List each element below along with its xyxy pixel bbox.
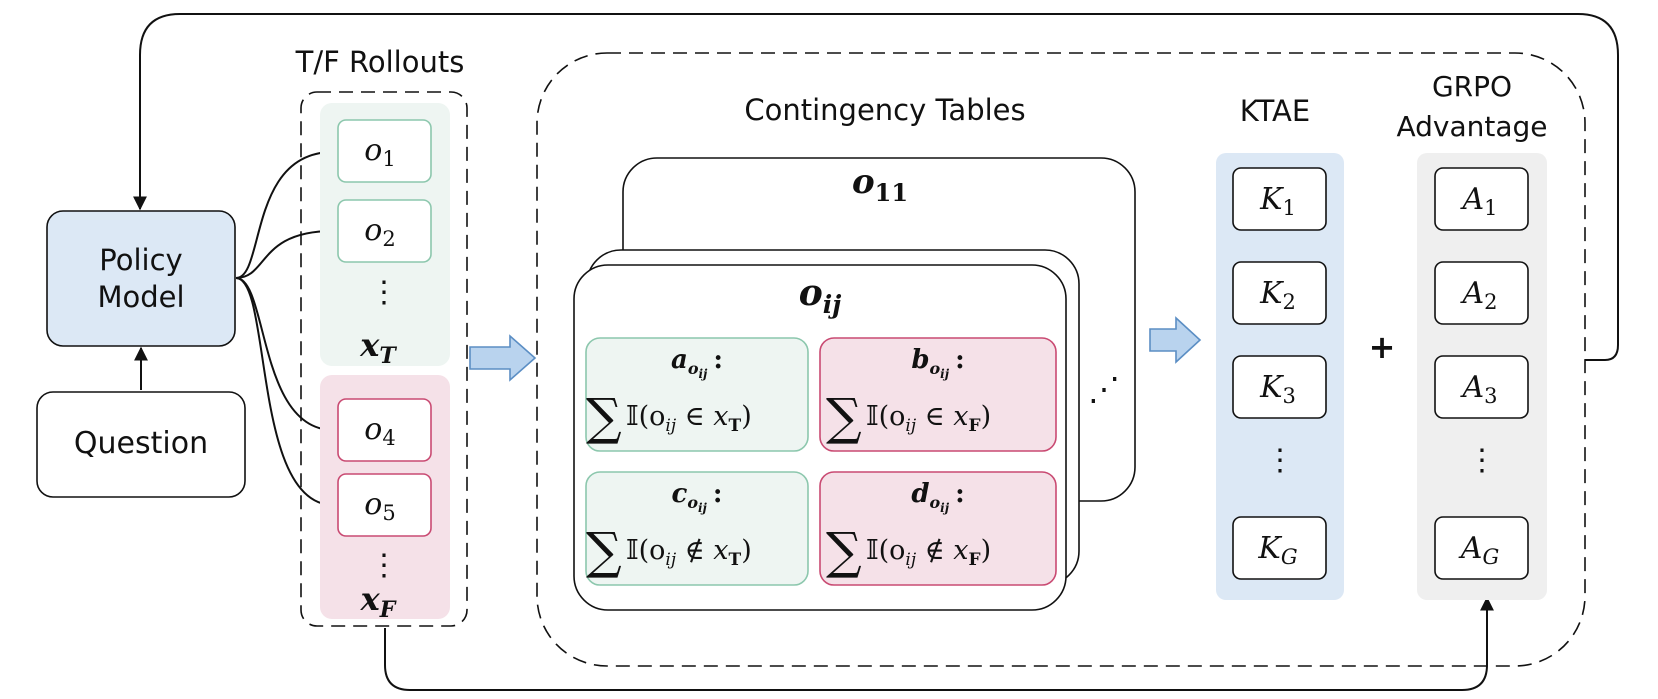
ktae-k3: K3 [1232,355,1327,419]
svg-text:doij:: doij: [911,479,964,515]
ktae-ellipsis: ⋮ [1265,443,1295,478]
cell-a: aoij: ∑ 𝕀(oij ∈ xT) [585,337,809,452]
rollouts-to-tables-arrow [469,334,537,382]
svg-text:o5: o5 [364,487,395,525]
grpo-title-line1: GRPO [1432,70,1512,103]
svg-text:K3: K3 [1259,370,1296,408]
svg-text:∑: ∑ [826,388,862,446]
policy-label-line2: Model [97,280,184,314]
grpo-title-line2: Advantage [1396,110,1547,143]
rollout-o2: o2 [337,199,432,263]
true-rollouts-panel: o1 o2 ⋮ xT [320,103,450,369]
svg-text:𝕀(oij ∉ xT): 𝕀(oij ∉ xT) [626,535,752,570]
grpo-a1: A1 [1434,167,1529,231]
cell-d: doij: ∑ 𝕀(oij ∉ xF) [819,471,1057,586]
svg-text:A2: A2 [1459,276,1497,314]
svg-text:aoij:: aoij: [671,345,723,381]
svg-text:𝕀(oij ∉ xF): 𝕀(oij ∉ xF) [866,535,991,570]
question-label: Question [74,426,208,461]
ktae-title: KTAE [1240,94,1310,128]
false-set-label: xF [360,580,397,623]
tables-diagonal-ellipsis: ⋰ [1088,370,1120,408]
rollouts-title: T/F Rollouts [295,45,465,79]
true-set-label: xT [359,326,397,369]
svg-text:AG: AG [1458,531,1499,569]
grpo-a2: A2 [1434,261,1529,325]
svg-text:boij:: boij: [911,345,964,381]
ktae-dashed-frame [536,52,1586,667]
contingency-title: Contingency Tables [744,93,1025,127]
svg-text:K2: K2 [1259,276,1296,314]
svg-text:∑: ∑ [826,522,862,580]
tables-to-ktae-arrow [1149,316,1202,364]
policy-label-line1: Policy [99,243,182,277]
svg-text:A1: A1 [1459,182,1497,220]
svg-text:oij: oij [799,272,842,319]
svg-text:K1: K1 [1259,182,1296,220]
contingency-table-oij: oij aoij: ∑ 𝕀(oij ∈ xT) boij: ∑ 𝕀(oij ∈ … [573,264,1067,611]
svg-text:𝕀(oij ∈ xF): 𝕀(oij ∈ xF) [866,401,991,436]
svg-text:o1: o1 [364,133,395,171]
svg-text:o2: o2 [364,213,395,251]
grpo-ag: AG [1434,516,1529,580]
svg-text:o4: o4 [364,412,395,450]
svg-text:KG: KG [1257,531,1297,569]
false-rollouts-panel: o4 o5 ⋮ xF [320,375,450,623]
grpo-panel: A1 A2 A3 ⋮ AG [1417,153,1547,600]
rollout-o4: o4 [337,398,432,462]
rollout-o1: o1 [337,119,432,183]
feedback-loop-top [133,13,1619,361]
plus-sign: + [1369,328,1396,366]
question-box: Question [36,391,246,498]
svg-text:𝕀(oij ∈ xT): 𝕀(oij ∈ xT) [626,401,752,436]
rollout-o5: o5 [337,473,432,537]
svg-text:A3: A3 [1459,370,1497,408]
cell-c: coij: ∑ 𝕀(oij ∉ xT) [585,471,809,586]
grpo-a3: A3 [1434,355,1529,419]
policy-to-rollout-arrows [235,145,335,512]
svg-text:∑: ∑ [586,388,622,446]
svg-text:o11: o11 [852,162,908,207]
ktae-k1: K1 [1232,167,1327,231]
ktae-kg: KG [1232,516,1327,580]
svg-text:coij:: coij: [671,479,722,515]
ktae-k2: K2 [1232,261,1327,325]
cell-b: boij: ∑ 𝕀(oij ∈ xF) [819,337,1057,452]
policy-model-box: Policy Model [46,210,236,347]
svg-text:∑: ∑ [586,522,622,580]
grpo-ellipsis: ⋮ [1467,443,1497,478]
ktae-panel: K1 K2 K3 ⋮ KG [1216,153,1344,600]
false-rollouts-ellipsis: ⋮ [369,548,399,583]
true-rollouts-ellipsis: ⋮ [369,275,399,310]
rollouts-dashed-frame [300,91,468,627]
feedback-loop-bottom [384,596,1494,691]
